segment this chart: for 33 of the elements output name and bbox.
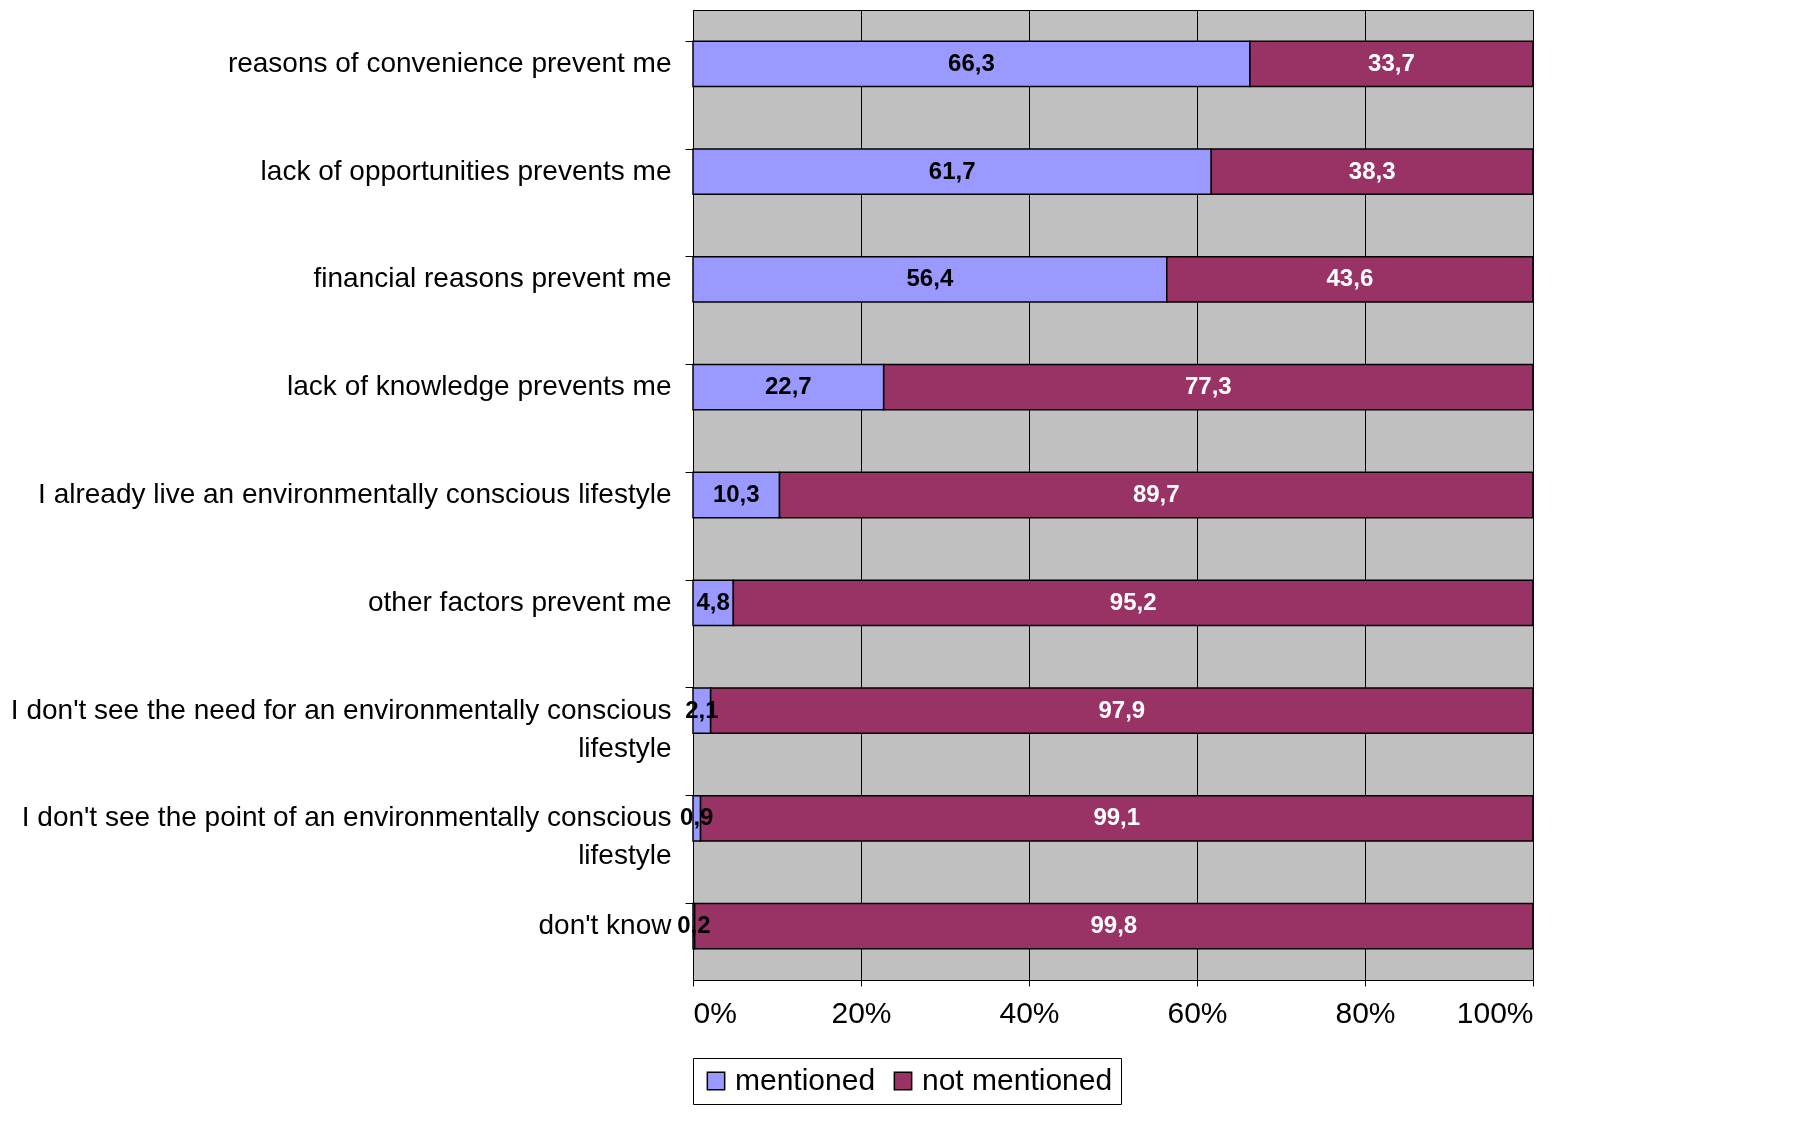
- data-label: 77,3: [1184, 372, 1232, 400]
- data-label: 22,7: [764, 372, 812, 400]
- data-label: 61,7: [928, 156, 976, 184]
- y-tick-label: I already live an environmentally conscious lifestyle: [38, 478, 672, 509]
- data-label: 95,2: [1109, 587, 1157, 615]
- x-tick-label: 80%: [1335, 995, 1396, 1029]
- legend-label: mentioned: [735, 1063, 876, 1096]
- x-tick-label: 40%: [999, 995, 1060, 1029]
- data-label: 0,2: [677, 911, 711, 939]
- legend-label: not mentioned: [922, 1063, 1113, 1096]
- data-label: 66,3: [948, 48, 995, 76]
- y-tick-label: I don't see the need for an environmentally conscious lifestyle: [10, 693, 672, 763]
- data-label: 56,4: [906, 264, 954, 292]
- y-tick-label: financial reasons prevent me: [313, 262, 672, 294]
- y-tick-label: I don't see the point of an environmentally conscious lifestyle: [21, 801, 672, 871]
- y-tick-label: other factors prevent me: [368, 585, 672, 617]
- data-label: 43,6: [1326, 264, 1374, 292]
- y-tick-label: reasons of convenience prevent me: [227, 46, 672, 78]
- data-label: 10,3: [712, 480, 760, 507]
- x-tick-label: 20%: [831, 995, 892, 1029]
- data-label: 89,7: [1132, 480, 1180, 507]
- x-tick-label: 60%: [1167, 995, 1228, 1029]
- x-tick-label: 0%: [693, 995, 737, 1029]
- data-label: 33,7: [1368, 48, 1415, 76]
- x-tick-label: 100%: [1456, 995, 1534, 1029]
- data-label: 4,8: [696, 587, 730, 615]
- data-label: 99,8: [1090, 911, 1138, 939]
- data-label: 99,1: [1093, 803, 1141, 831]
- y-tick-label: lack of opportunities prevents me: [260, 154, 672, 186]
- data-label: 97,9: [1098, 695, 1146, 723]
- y-tick-label: don't know: [538, 909, 673, 941]
- y-tick-label: lack of knowledge prevents me: [287, 370, 672, 402]
- data-label: 38,3: [1348, 156, 1396, 184]
